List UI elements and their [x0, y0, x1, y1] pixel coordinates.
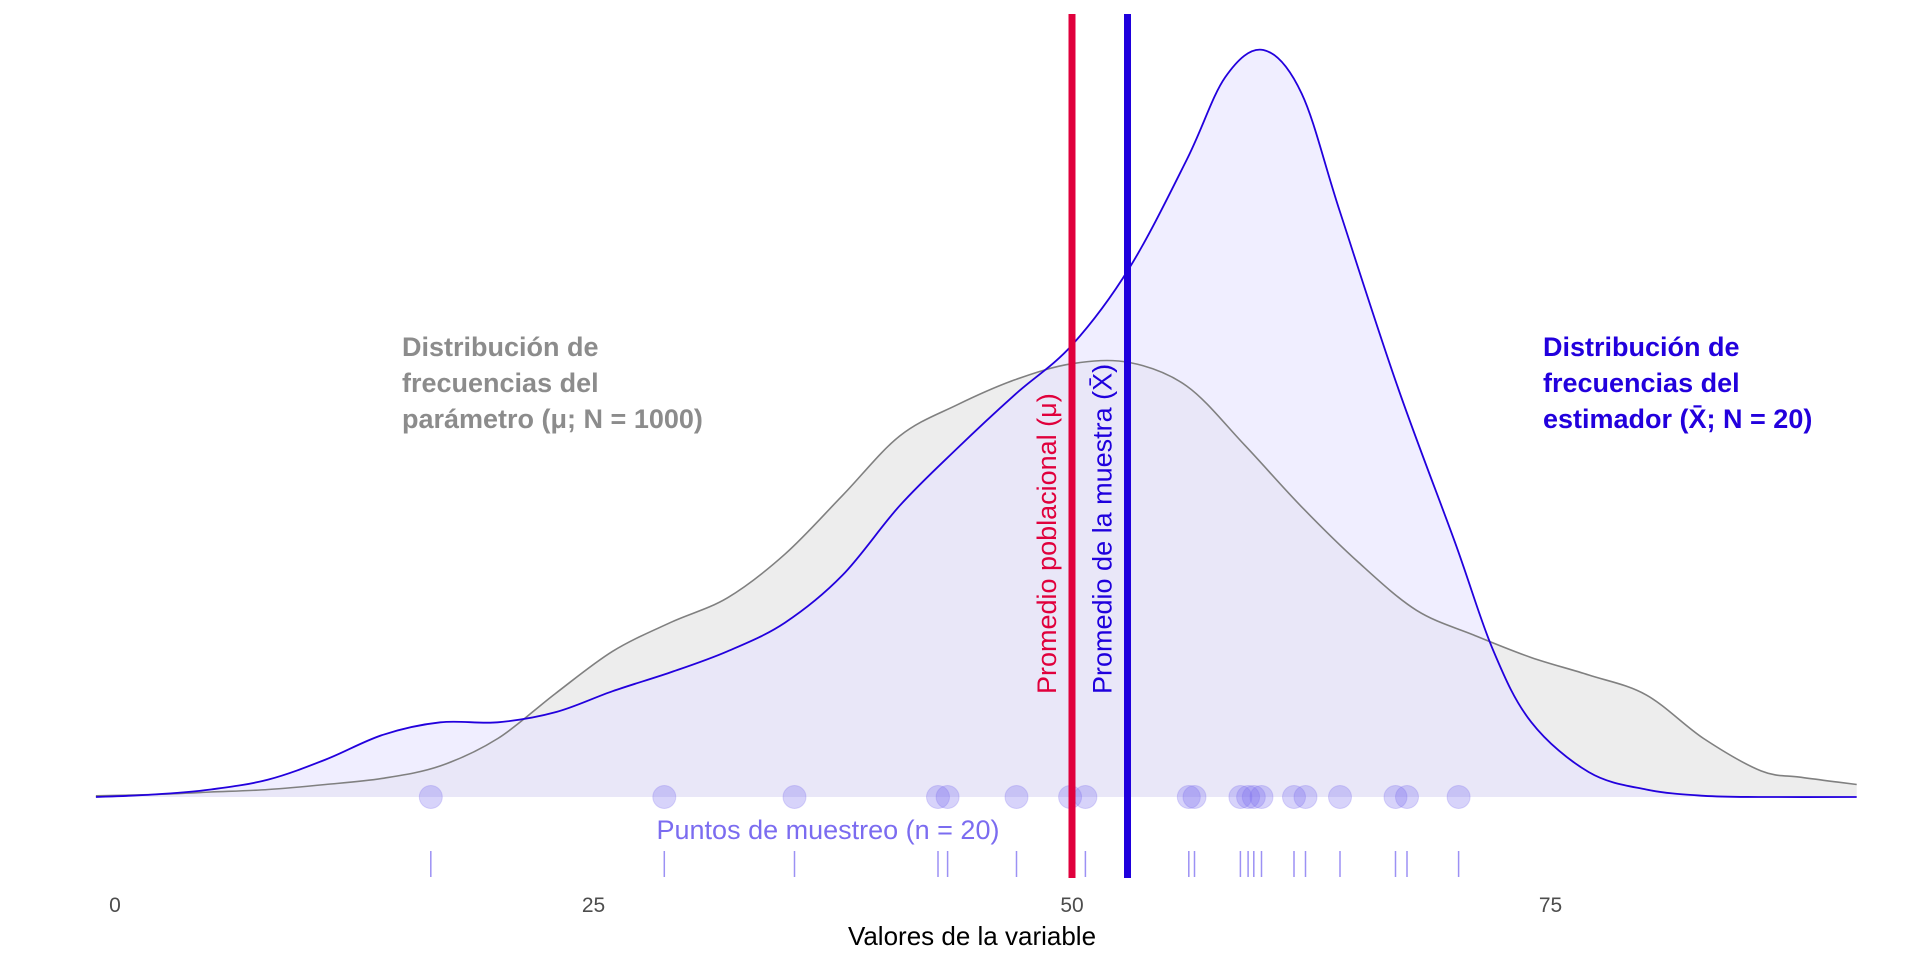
sample-point	[1228, 785, 1253, 809]
mean-lines	[1068, 14, 1131, 878]
annotation-line: estimador (X̄; N = 20)	[1543, 404, 1812, 434]
sample-points-label: Puntos de muestreo (n = 20)	[657, 815, 1000, 845]
sample-point	[1176, 785, 1201, 809]
annotation-line: parámetro (μ; N = 1000)	[402, 404, 703, 434]
label-population-mean: Promedio poblacional (μ)	[1032, 393, 1062, 694]
x-axis-ticks: 0 25 50 75	[109, 894, 1562, 917]
sample-point	[1446, 785, 1471, 809]
sample-point	[1249, 785, 1274, 809]
sample-point	[1293, 785, 1318, 809]
sample-point	[935, 785, 960, 809]
annotation-parameter: Distribución de frecuencias del parámetro …	[402, 332, 703, 434]
sample-point	[1282, 785, 1306, 809]
x-tick-label: 75	[1539, 894, 1562, 917]
sample-point	[418, 785, 443, 809]
sample-point	[1383, 785, 1408, 809]
sample-points	[418, 785, 1471, 809]
x-tick-label: 25	[582, 894, 605, 917]
parameter-density-line	[95, 359, 1857, 797]
sample-point	[926, 785, 950, 809]
sample-point	[1395, 785, 1419, 809]
x-tick-label: 0	[109, 894, 121, 917]
sample-point	[1241, 785, 1266, 809]
annotation-line: frecuencias del	[1543, 368, 1740, 398]
label-sample-mean: Promedio de la muestra (X̄)	[1088, 364, 1118, 694]
sample-point	[1182, 785, 1207, 809]
sample-point	[1328, 785, 1352, 809]
sample-point	[1073, 785, 1098, 809]
x-tick-label: 50	[1060, 894, 1083, 917]
annotation-line: Distribución de	[402, 332, 599, 362]
sample-point	[782, 785, 807, 809]
annotation-line: frecuencias del	[402, 368, 599, 398]
annotation-estimator: Distribución de frecuencias del estimador …	[1543, 332, 1812, 434]
sample-point	[1236, 785, 1261, 809]
rug-marks	[430, 851, 1460, 877]
sample-point	[652, 785, 677, 809]
x-axis-label: Valores de la variable	[848, 921, 1096, 951]
annotation-line: Distribución de	[1543, 332, 1740, 362]
sample-point	[1004, 785, 1029, 809]
